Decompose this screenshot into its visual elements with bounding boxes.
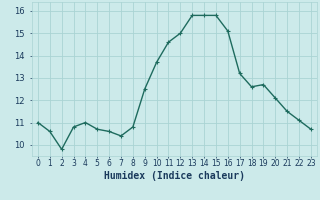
X-axis label: Humidex (Indice chaleur): Humidex (Indice chaleur)	[104, 171, 245, 181]
